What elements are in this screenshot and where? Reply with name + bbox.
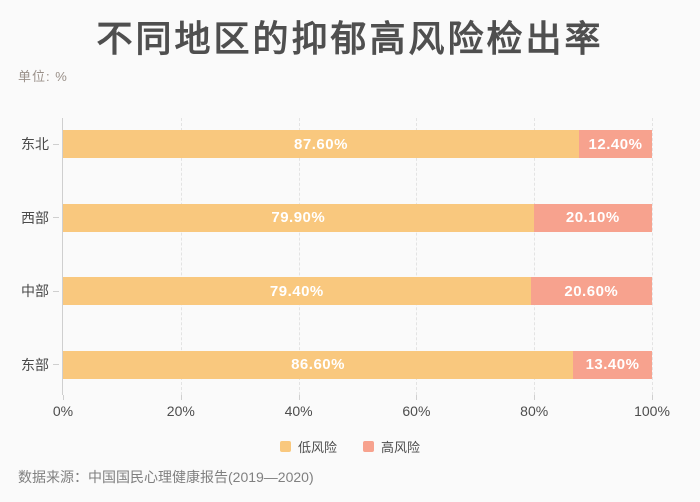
bar-value-label: 12.40%	[588, 135, 643, 153]
x-axis-label: 40%	[284, 403, 313, 419]
category-label: 中部	[1, 277, 59, 305]
data-source: 数据来源：中国国民心理健康报告(2019—2020)	[18, 469, 314, 485]
bar-row: 中部 79.40% 20.60%	[21, 277, 652, 305]
legend-item: 高风险	[363, 437, 420, 456]
category-tick	[53, 217, 59, 218]
category-tick	[53, 143, 59, 145]
axis-tick	[416, 395, 418, 400]
bar-segment-高风险: 20.60%	[530, 277, 652, 305]
axis-tick	[652, 395, 653, 400]
axis-tick	[63, 395, 64, 400]
category-label: 东北	[1, 130, 59, 158]
gridline	[416, 118, 418, 395]
bar-value-label: 79.40%	[269, 282, 324, 300]
bar-segment-高风险: 13.40%	[573, 350, 652, 379]
x-axis-label: 0%	[52, 403, 74, 419]
axis-tick	[180, 395, 182, 400]
axis-tick	[298, 395, 300, 400]
category-label: 西部	[1, 204, 59, 232]
legend: 低风险 高风险	[0, 437, 700, 456]
bar-row: 东部 86.60% 13.40%	[21, 350, 652, 379]
bar-value-label: 87.60%	[294, 135, 348, 153]
bar-segment-低风险: 79.90%	[63, 203, 534, 232]
bar-row: 西部 79.90% 20.10%	[21, 203, 652, 232]
x-axis-label: 100%	[634, 403, 670, 419]
legend-swatch-icon	[363, 441, 374, 452]
category-tick	[53, 364, 59, 365]
bar-segment-高风险: 20.10%	[533, 203, 652, 232]
bar-value-label: 20.60%	[564, 282, 619, 300]
bar-segment-低风险: 86.60%	[63, 350, 574, 379]
plot-area: 0% 20% 40% 60% 80% 100% 东北 87.60% 12.40% 西部 79.90%…	[21, 118, 670, 419]
category-label: 东部	[1, 351, 59, 379]
bar-value-label: 13.40%	[585, 356, 640, 373]
gridline	[652, 118, 653, 395]
bar-value-label: 20.10%	[565, 209, 620, 226]
axis-tick	[534, 395, 536, 400]
gridline	[180, 118, 182, 395]
chart-title: 不同地区的抑郁高风险检出率	[96, 18, 604, 59]
legend-item: 低风险	[279, 437, 337, 456]
category-label-text: 东北	[21, 136, 49, 152]
bar-value-label: 79.90%	[271, 209, 326, 226]
bar-value-label: 86.60%	[291, 356, 345, 373]
bar-segment-低风险: 87.60%	[63, 130, 579, 158]
category-label-text: 西部	[21, 209, 49, 226]
x-axis-label: 20%	[166, 403, 195, 419]
legend-swatch-icon	[279, 441, 291, 452]
gridline	[534, 118, 536, 395]
category-label-text: 东部	[21, 356, 49, 373]
bar-row: 东北 87.60% 12.40%	[21, 130, 652, 158]
bar-segment-高风险: 12.40%	[578, 130, 652, 158]
x-axis-label: 60%	[402, 403, 431, 419]
legend-label: 高风险	[381, 440, 421, 455]
category-label-text: 中部	[21, 283, 49, 299]
unit-label: 单位: %	[18, 69, 68, 84]
x-axis-label: 80%	[520, 403, 549, 419]
bar-segment-低风险: 79.40%	[63, 277, 531, 305]
category-tick	[53, 290, 59, 292]
legend-label: 低风险	[297, 440, 337, 455]
gridline	[298, 118, 300, 395]
